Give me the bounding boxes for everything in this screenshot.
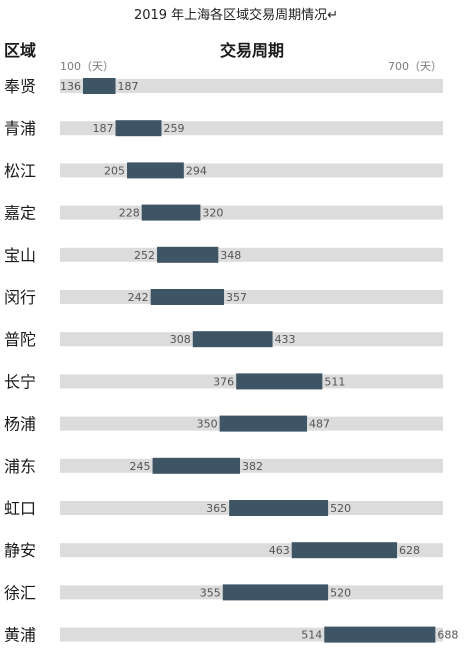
max-value-label: 357 xyxy=(226,291,247,304)
min-value-label: 376 xyxy=(213,375,234,388)
max-value-label: 382 xyxy=(242,460,263,473)
min-value-label: 205 xyxy=(104,164,125,177)
min-value-label: 228 xyxy=(119,207,140,220)
category-label: 黄浦 xyxy=(4,626,36,645)
category-label: 闵行 xyxy=(4,288,36,307)
min-value-label: 187 xyxy=(93,122,114,135)
category-label: 普陀 xyxy=(4,330,36,349)
min-value-label: 136 xyxy=(60,80,81,93)
track-bar xyxy=(60,247,443,262)
category-label: 嘉定 xyxy=(4,204,36,223)
category-label: 宝山 xyxy=(4,246,36,265)
max-value-label: 511 xyxy=(324,375,345,388)
range-bar xyxy=(192,331,273,348)
range-bar xyxy=(222,584,329,601)
category-label: 杨浦 xyxy=(4,415,36,434)
category-label: 浦东 xyxy=(4,457,36,476)
value-column-header: 交易周期 xyxy=(220,41,284,60)
chart-rows: 奉贤 136 187 青浦 187 259 松江 205 294 嘉定 228 320 宝山 252 348… xyxy=(4,77,458,645)
max-value-label: 320 xyxy=(202,207,223,220)
min-value-label: 514 xyxy=(301,629,322,642)
max-value-label: 259 xyxy=(163,122,184,135)
range-bar xyxy=(236,373,323,390)
category-label: 静安 xyxy=(4,541,36,560)
min-value-label: 308 xyxy=(170,333,191,346)
axis-max-label: 700（天） xyxy=(388,60,442,73)
category-label: 松江 xyxy=(4,161,36,180)
range-bar xyxy=(82,78,116,94)
min-value-label: 242 xyxy=(128,291,149,304)
category-label: 青浦 xyxy=(4,119,36,138)
max-value-label: 520 xyxy=(330,502,351,515)
axis-min-label: 100（天） xyxy=(60,60,114,73)
category-label: 徐汇 xyxy=(4,583,36,602)
range-bar xyxy=(219,415,308,432)
category-label: 虹口 xyxy=(4,499,36,518)
max-value-label: 688 xyxy=(437,629,458,642)
min-value-label: 463 xyxy=(269,544,290,557)
max-value-label: 348 xyxy=(220,249,241,262)
max-value-label: 294 xyxy=(186,164,207,177)
max-value-label: 520 xyxy=(330,586,351,599)
range-bar xyxy=(157,246,219,263)
range-bar xyxy=(324,626,436,643)
range-bar xyxy=(127,162,184,179)
min-value-label: 365 xyxy=(206,502,227,515)
category-label: 长宁 xyxy=(4,372,36,391)
track-bar xyxy=(60,290,443,304)
max-value-label: 433 xyxy=(275,333,296,346)
range-bar xyxy=(141,204,201,221)
min-value-label: 350 xyxy=(197,418,218,431)
min-value-label: 355 xyxy=(200,586,221,599)
min-value-label: 252 xyxy=(134,249,155,262)
min-value-label: 245 xyxy=(130,460,151,473)
max-value-label: 487 xyxy=(309,418,330,431)
max-value-label: 628 xyxy=(399,544,420,557)
range-bar xyxy=(229,500,329,516)
range-bar xyxy=(291,542,398,559)
category-column-header: 区域 xyxy=(4,41,36,60)
max-value-label: 187 xyxy=(118,80,139,93)
track-bar xyxy=(60,205,443,220)
track-bar xyxy=(60,79,443,93)
range-bar xyxy=(150,289,225,305)
range-bar xyxy=(152,457,241,474)
chart-title: 2019 年上海各区域交易周期情况↵ xyxy=(133,8,339,23)
category-label: 奉贤 xyxy=(4,77,36,96)
range-bar xyxy=(115,120,162,137)
